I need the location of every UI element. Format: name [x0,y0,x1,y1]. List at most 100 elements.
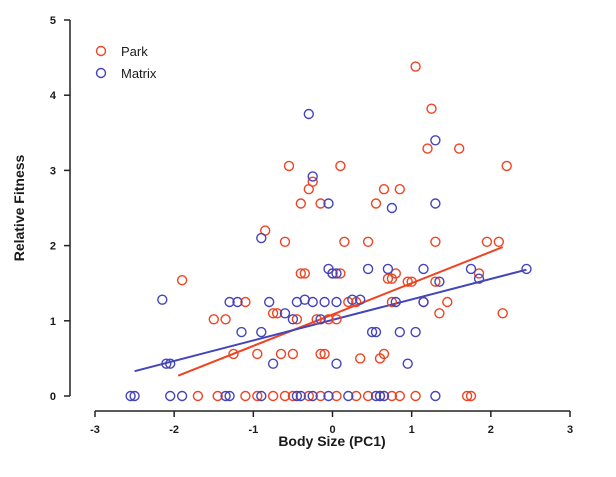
matrix-point [331,296,342,308]
x-tick-label: 3 [567,424,573,436]
matrix-point [161,358,172,369]
matrix-point [331,358,342,369]
matrix-point [430,390,441,402]
matrix-point [220,390,231,402]
y-tick-label: 4 [50,90,57,102]
x-axis-title: Body Size (PC1) [278,433,385,449]
data-points [125,61,532,402]
park-point [394,390,405,402]
matrix-point [418,263,429,275]
park-point [370,198,382,209]
y-tick-label: 5 [50,15,56,27]
park-point [465,390,477,402]
matrix-point [386,202,398,214]
legend-marker-matrix [95,67,107,79]
park-point [267,390,279,402]
matrix-point [295,390,306,402]
matrix-point [279,308,291,319]
matrix-point [410,326,421,338]
y-tick-label: 3 [50,165,56,177]
park-point [394,183,405,195]
park-point [430,236,441,248]
matrix-point [521,263,532,275]
matrix-point [256,390,267,402]
park-point [319,348,330,360]
matrix-point [303,108,314,120]
park-point [501,160,512,172]
park-point [473,268,485,279]
park-point [422,143,433,154]
park-point [295,268,306,279]
matrix-point [256,232,267,244]
park-point [240,296,251,308]
park-point [362,390,374,402]
park-point [323,314,334,325]
park-point [497,308,508,319]
matrix-point [267,358,279,369]
matrix-point [382,263,394,275]
park-fit-line [177,246,504,377]
park-point [240,390,251,402]
park-point [406,276,417,287]
park-point [252,390,263,402]
y-tick-label: 1 [50,316,56,328]
park-point [252,348,263,360]
park-point [410,390,421,402]
x-tick-label: 0 [329,424,335,436]
park-point [176,275,188,286]
y-axis: 0 1 2 3 4 5 [50,15,71,403]
matrix-point [319,296,330,308]
matrix-point [347,294,358,305]
x-axis: -3 -2 -1 0 1 2 3 [90,410,573,436]
park-point [315,390,326,402]
matrix-point [287,314,299,325]
park-point [351,390,362,402]
matrix-point [224,390,235,402]
matrix-point [430,135,441,146]
y-axis-title: Relative Fitness [11,154,27,261]
park-point [315,198,326,209]
park-point [426,103,437,114]
x-tick-label: -1 [248,424,258,436]
park-point [386,390,398,402]
matrix-point [323,198,334,209]
matrix-point [164,358,176,369]
legend-label-park: Park [121,44,148,59]
matrix-point [327,268,338,279]
park-point [335,160,346,172]
park-point [378,183,390,195]
matrix-point [366,326,378,338]
park-point [331,314,342,325]
park-point [291,314,303,325]
park-point [279,390,291,402]
park-point [299,268,310,279]
y-tick-label: 0 [50,391,56,403]
matrix-fit-line [134,268,527,373]
park-point [493,236,504,248]
x-tick-label: 1 [409,424,415,436]
fit-lines [134,246,527,377]
matrix-point [176,390,188,402]
park-point [454,143,465,154]
park-point [192,390,204,402]
park-point [390,268,401,279]
park-point [287,348,299,360]
park-point [410,61,421,72]
matrix-point [224,296,235,308]
matrix-point [157,294,168,305]
park-point [279,236,291,248]
matrix-point [343,390,354,402]
park-point [267,308,279,319]
park-point [461,390,473,402]
park-point [311,314,322,325]
matrix-point [402,358,413,369]
matrix-point [374,390,386,402]
matrix-point [236,326,247,338]
matrix-point [129,390,140,402]
matrix-point [378,390,390,402]
park-point [228,348,239,360]
park-point [355,353,366,364]
park-point [295,198,306,209]
matrix-point [465,263,477,275]
